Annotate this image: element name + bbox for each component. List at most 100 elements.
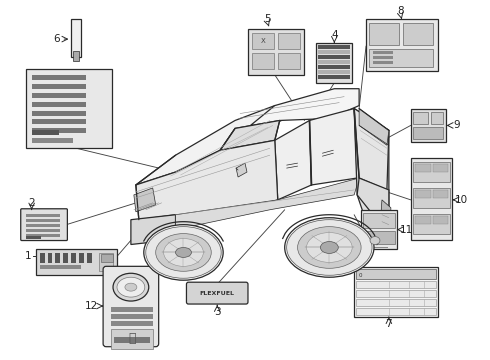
- Text: 9: 9: [453, 121, 460, 130]
- Bar: [363, 213, 395, 228]
- Ellipse shape: [125, 283, 137, 291]
- Bar: [318, 60, 350, 64]
- Bar: [32, 129, 86, 133]
- Bar: [32, 84, 86, 89]
- Text: 3: 3: [214, 307, 220, 317]
- Ellipse shape: [144, 225, 223, 280]
- Bar: [318, 70, 350, 74]
- Polygon shape: [354, 109, 389, 190]
- Bar: [373, 61, 393, 64]
- Bar: [318, 50, 350, 54]
- Polygon shape: [220, 121, 280, 150]
- Bar: [431, 112, 443, 125]
- Bar: [366, 247, 388, 248]
- Bar: [373, 56, 393, 59]
- Bar: [278, 53, 299, 69]
- Text: 2: 2: [28, 198, 35, 208]
- Polygon shape: [131, 215, 175, 244]
- Bar: [433, 164, 448, 172]
- Ellipse shape: [113, 273, 149, 301]
- Polygon shape: [310, 109, 357, 185]
- Text: 4: 4: [331, 30, 338, 40]
- Bar: [433, 216, 448, 224]
- Text: 12: 12: [85, 301, 98, 311]
- Bar: [111, 314, 153, 319]
- Ellipse shape: [117, 277, 145, 297]
- Bar: [114, 337, 150, 343]
- Polygon shape: [380, 200, 391, 235]
- Text: 7: 7: [386, 319, 392, 329]
- Bar: [413, 127, 443, 139]
- FancyBboxPatch shape: [187, 282, 248, 304]
- FancyBboxPatch shape: [103, 266, 159, 347]
- Polygon shape: [357, 178, 389, 235]
- Bar: [252, 53, 274, 69]
- Bar: [415, 164, 431, 172]
- Ellipse shape: [164, 239, 203, 266]
- Bar: [25, 229, 60, 231]
- FancyBboxPatch shape: [21, 209, 68, 240]
- Bar: [99, 253, 113, 271]
- Bar: [318, 75, 350, 79]
- Text: X: X: [261, 38, 265, 44]
- Bar: [87, 253, 92, 264]
- Bar: [25, 234, 60, 237]
- Bar: [74, 51, 79, 61]
- Text: 0: 0: [359, 273, 363, 278]
- Bar: [403, 23, 433, 45]
- Bar: [101, 255, 113, 262]
- Bar: [363, 231, 395, 244]
- Polygon shape: [134, 188, 156, 212]
- Bar: [32, 138, 74, 143]
- Bar: [32, 75, 86, 80]
- Ellipse shape: [297, 227, 361, 268]
- Bar: [415, 216, 431, 224]
- Bar: [356, 281, 436, 288]
- Bar: [25, 214, 60, 217]
- Bar: [40, 253, 45, 264]
- Ellipse shape: [287, 220, 372, 275]
- Text: 8: 8: [397, 6, 404, 16]
- Bar: [413, 214, 450, 234]
- Bar: [32, 93, 86, 98]
- Bar: [318, 65, 350, 69]
- Text: ✋: ✋: [128, 332, 136, 345]
- Bar: [411, 158, 452, 239]
- Bar: [32, 111, 86, 116]
- Bar: [413, 112, 428, 125]
- Ellipse shape: [320, 242, 338, 253]
- Polygon shape: [359, 109, 389, 145]
- Polygon shape: [236, 163, 247, 177]
- Text: 10: 10: [455, 195, 468, 205]
- Bar: [72, 253, 76, 264]
- Polygon shape: [136, 105, 310, 185]
- Bar: [317, 43, 352, 83]
- Bar: [48, 265, 57, 269]
- Bar: [72, 19, 81, 57]
- Bar: [48, 253, 52, 264]
- Bar: [318, 55, 350, 59]
- Bar: [356, 269, 436, 279]
- Bar: [111, 307, 153, 312]
- Text: 5: 5: [265, 14, 271, 24]
- Bar: [413, 162, 450, 182]
- Bar: [373, 51, 393, 54]
- Bar: [356, 290, 436, 297]
- Text: 6: 6: [53, 34, 60, 44]
- Bar: [111, 321, 153, 326]
- Bar: [25, 224, 60, 227]
- Bar: [248, 29, 303, 75]
- Polygon shape: [354, 109, 389, 244]
- Bar: [369, 23, 399, 45]
- Polygon shape: [275, 121, 312, 200]
- Polygon shape: [175, 178, 359, 230]
- Ellipse shape: [307, 233, 352, 262]
- Text: 11: 11: [400, 225, 414, 235]
- Polygon shape: [136, 140, 278, 220]
- Ellipse shape: [175, 247, 192, 257]
- Bar: [356, 308, 436, 315]
- Ellipse shape: [156, 234, 211, 271]
- Bar: [369, 49, 433, 67]
- Bar: [32, 120, 86, 125]
- Bar: [55, 253, 60, 264]
